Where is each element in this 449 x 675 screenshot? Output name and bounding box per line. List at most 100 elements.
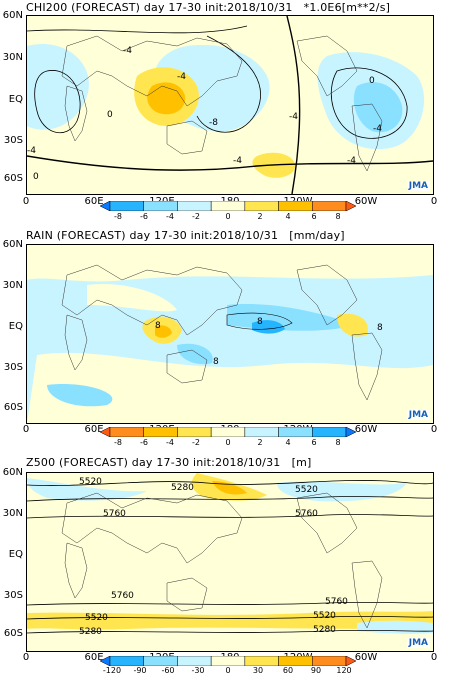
colorbar-segment (109, 656, 144, 666)
colorbar-segment (278, 201, 313, 211)
lat-label: 60S (3, 173, 23, 184)
lat-label: 30S (3, 135, 23, 146)
lon-label: 60W (354, 652, 378, 663)
lat-label: 30N (2, 508, 23, 519)
contour-label: -4 (177, 72, 186, 82)
contour-label: 5520 (79, 477, 102, 487)
colorbar-label: -4 (166, 212, 174, 221)
colorbar-label: -6 (140, 438, 148, 447)
colorbar-segment (109, 427, 144, 437)
lon-label: 0 (22, 424, 30, 435)
colorbar-label: -120 (102, 666, 122, 675)
colorbar-segment (345, 201, 356, 211)
contour-label: 8 (377, 323, 383, 333)
colorbar-segment (244, 656, 279, 666)
lat-label: EQ (8, 549, 23, 560)
lat-label: 60S (3, 402, 23, 413)
colorbar-label: 2 (257, 438, 263, 447)
lon-label: 0 (430, 424, 438, 435)
contour-label: -4 (27, 146, 36, 156)
colorbar-label: 6 (311, 438, 317, 447)
contour-label: 5760 (103, 509, 126, 519)
colorbar-segment (177, 427, 212, 437)
colorbar-segment (143, 656, 178, 666)
jma-logo: JMA (406, 410, 430, 420)
colorbar-segment (312, 427, 347, 437)
colorbar-label: -2 (192, 212, 200, 221)
contour-label: -4 (289, 112, 298, 122)
lat-label: 30S (3, 590, 23, 601)
lat-label: 60N (2, 10, 23, 21)
colorbar-label: -30 (191, 666, 205, 675)
contour-label: -8 (209, 118, 218, 128)
rain-field (27, 245, 433, 423)
colorbar-label: 0 (225, 666, 231, 675)
panel-title: Z500 (FORECAST) day 17-30 init:2018/10/3… (26, 456, 312, 469)
lon-label: 0 (22, 652, 30, 663)
contour-label: 5520 (85, 613, 108, 623)
colorbar-segment (210, 427, 246, 437)
contour-label: 5760 (111, 591, 134, 601)
colorbar-label: 4 (285, 212, 291, 221)
colorbar-segment (177, 656, 212, 666)
colorbar-label: -6 (140, 212, 148, 221)
panel-title: CHI200 (FORECAST) day 17-30 init:2018/10… (26, 1, 391, 14)
colorbar-segment (278, 656, 313, 666)
jma-logo: JMA (406, 638, 430, 648)
lat-label: 60S (3, 628, 23, 639)
colorbar-segment (345, 656, 356, 666)
contour-label: 0 (369, 76, 375, 86)
contour-label: -4 (233, 156, 242, 166)
lon-label: 0 (22, 196, 30, 207)
colorbar (100, 201, 356, 211)
colorbar-segment (100, 427, 111, 437)
z500-field (27, 473, 433, 651)
colorbar-label: 90 (310, 666, 322, 675)
lat-label: 60N (2, 239, 23, 250)
contour-label: 5760 (295, 509, 318, 519)
lat-label: 30N (2, 52, 23, 63)
contour-label: 8 (155, 321, 161, 331)
contour-label: 5280 (79, 627, 102, 637)
colorbar-segment (143, 427, 178, 437)
colorbar-label: -8 (114, 212, 122, 221)
colorbar-segment (109, 201, 144, 211)
colorbar-label: -2 (192, 438, 200, 447)
contour-label: -4 (347, 156, 356, 166)
colorbar-label: 30 (252, 666, 264, 675)
colorbar-segment (177, 201, 212, 211)
colorbar-label: -90 (133, 666, 147, 675)
colorbar-segment (210, 656, 246, 666)
colorbar-label: 0 (225, 438, 231, 447)
chi200-map: -4 0 -4 -8 -4 0 -4 -4 -4 0 -4 JMA (26, 15, 434, 195)
contour-label: 8 (257, 317, 263, 327)
contour-label: 5760 (325, 597, 348, 607)
contour-label: 5280 (171, 483, 194, 493)
lat-label: 60N (2, 467, 23, 478)
colorbar-label: 2 (257, 212, 263, 221)
colorbar-label: -60 (161, 666, 175, 675)
colorbar-label: 8 (335, 212, 341, 221)
panel-title: RAIN (FORECAST) day 17-30 init:2018/10/3… (26, 229, 345, 242)
colorbar-segment (100, 201, 111, 211)
colorbar-label: 6 (311, 212, 317, 221)
lon-label: 60E (84, 196, 104, 207)
colorbar-segment (210, 201, 246, 211)
colorbar-segment (312, 201, 347, 211)
contour-label: 5520 (313, 611, 336, 621)
lat-label: 30N (2, 280, 23, 291)
colorbar (100, 656, 356, 666)
colorbar-label: 0 (225, 212, 231, 221)
contour-label: 0 (107, 110, 113, 120)
colorbar-label: 120 (336, 666, 352, 675)
colorbar-segment (100, 656, 111, 666)
contour-label: 0 (33, 172, 39, 182)
colorbar-label: -8 (114, 438, 122, 447)
contour-label: 8 (213, 357, 219, 367)
colorbar-segment (244, 427, 279, 437)
lon-label: 0 (430, 652, 438, 663)
contour-label: 5280 (313, 625, 336, 635)
colorbar-segment (143, 201, 178, 211)
colorbar-segment (312, 656, 347, 666)
colorbar-label: 60 (282, 666, 294, 675)
